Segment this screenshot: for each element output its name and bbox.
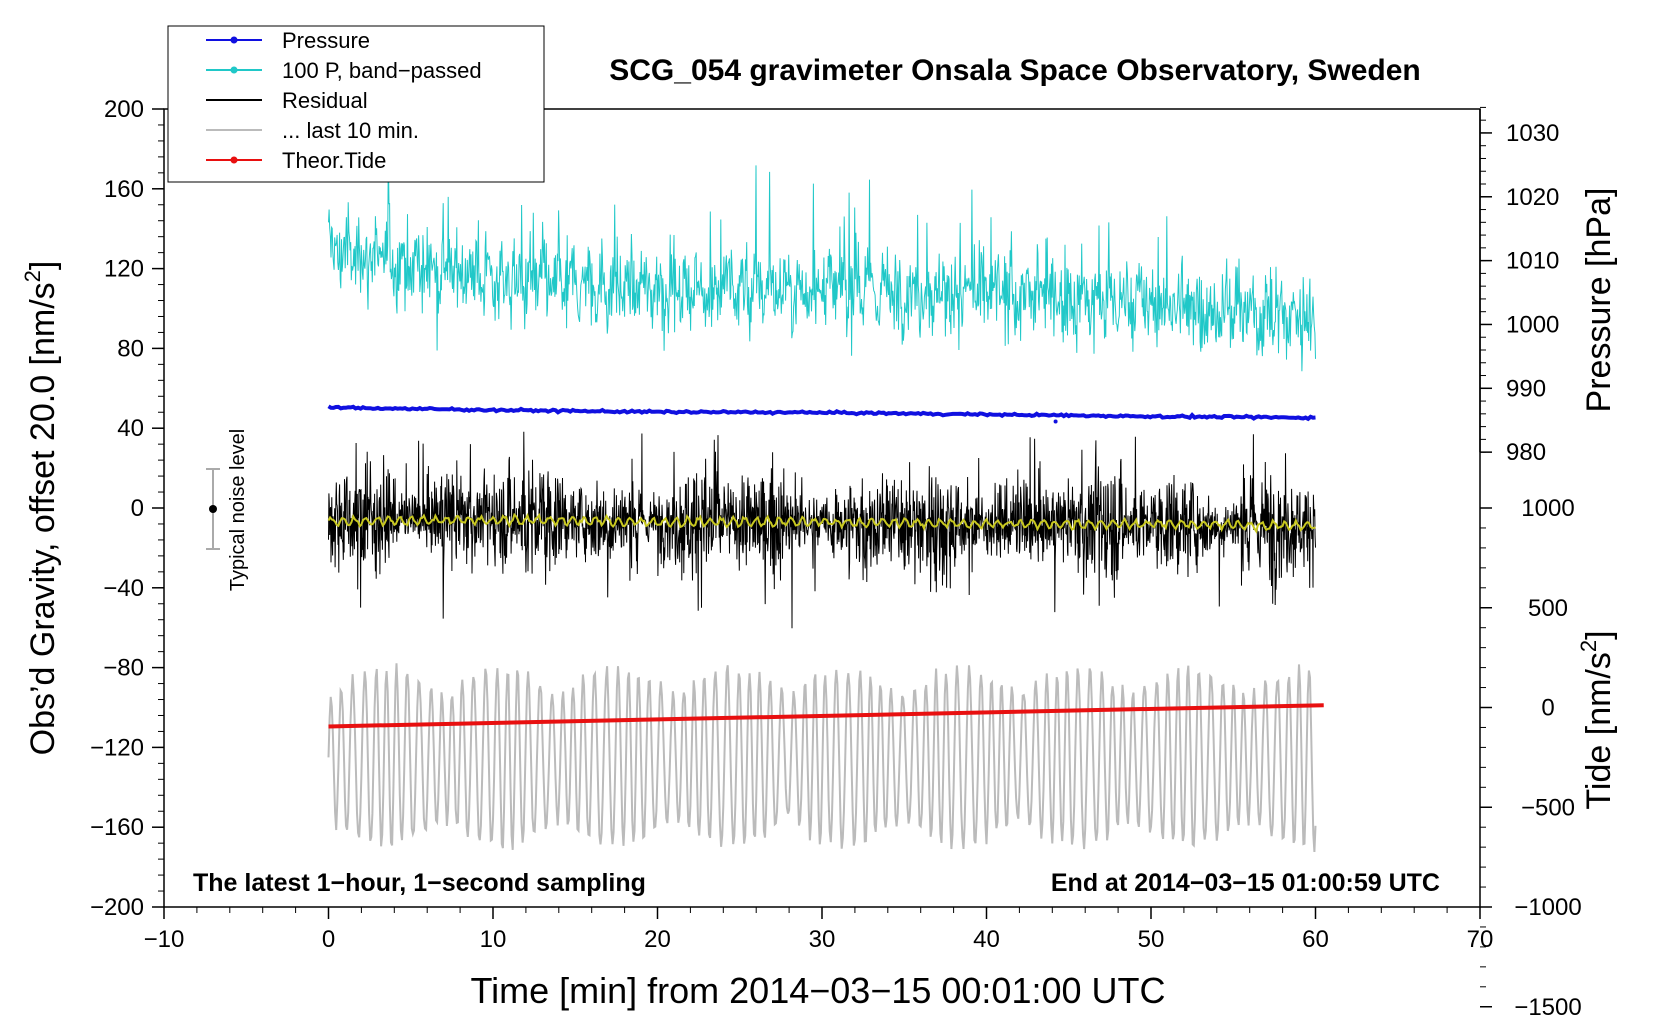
series-bandpassed-pressure: [328, 151, 1316, 372]
x-tick-label: −10: [144, 926, 185, 953]
tide-axis-title-sup: 2: [1576, 640, 1601, 652]
x-axis-title: Time [min] from 2014−03−15 00:01:00 UTC: [470, 970, 1165, 1011]
series-last-10-min: [327, 663, 1317, 853]
y-tick-label: 160: [104, 176, 144, 203]
legend-swatch-marker: [230, 156, 238, 164]
y-tick-label: −200: [90, 894, 144, 921]
series-layer: [327, 151, 1324, 853]
x-tick-label: 40: [973, 926, 1000, 953]
pressure-outlier: [1053, 419, 1058, 424]
legend-box: [167, 25, 545, 183]
annotation-bottom-left: The latest 1−hour, 1−second sampling: [193, 869, 646, 897]
legend-entry: ... last 10 min.: [206, 118, 419, 143]
y-tick-label: −80: [103, 655, 144, 682]
series-residual-smoothed: [327, 512, 1316, 534]
tide-tick-label: 0: [1541, 695, 1554, 722]
series-pressure: [327, 404, 1316, 422]
y-tick-label: 200: [104, 96, 144, 123]
axes-layer: −10 0 10 20 30 40 50 60 7020016012080400−40−80−1…: [90, 96, 1582, 1020]
legend-label: Residual: [282, 88, 368, 113]
legend-entry: Pressure: [206, 28, 370, 53]
legend-label: Pressure: [282, 28, 370, 53]
y-tick-label: −160: [90, 814, 144, 841]
x-tick-label: 60: [1302, 926, 1329, 953]
y-tick-label: 0: [131, 495, 144, 522]
noise-label: Typical noise level: [227, 429, 249, 591]
pressure-tick-label: 980: [1506, 439, 1546, 466]
tide-axis-title-main: Tide [nm/s: [1580, 652, 1618, 809]
pressure-tick-label: 990: [1506, 375, 1546, 402]
y-tick-label: −40: [103, 575, 144, 602]
legend-entry: Residual: [206, 88, 368, 113]
tide-tick-label: 500: [1528, 595, 1568, 622]
pressure-tick-label: 1000: [1506, 311, 1559, 338]
annotation-bottom-right: End at 2014−03−15 01:00:59 UTC: [1051, 869, 1440, 897]
left-axis-title-end: ]: [24, 261, 62, 270]
tide-axis-title-end: ]: [1580, 630, 1618, 639]
y-tick-label: 120: [104, 256, 144, 283]
pressure-tick-label: 1030: [1506, 120, 1559, 147]
legend-entry: Theor.Tide: [206, 148, 386, 173]
x-tick-label: 30: [809, 926, 836, 953]
x-tick-label: 0: [322, 926, 335, 953]
x-tick-label: 20: [644, 926, 671, 953]
tide-tick-label: −1000: [1514, 894, 1581, 921]
left-axis-title-sup: 2: [20, 270, 45, 282]
noise-point: [209, 505, 217, 513]
y-tick-label: 80: [117, 335, 144, 362]
series-theor-tide: [328, 703, 1324, 729]
tide-axis-title: Tide [nm/s2]: [1576, 630, 1618, 809]
legend-label: Theor.Tide: [282, 148, 386, 173]
legend-swatch-marker: [230, 66, 238, 74]
x-tick-label: 10: [480, 926, 507, 953]
left-axis-title-main: Obs’d Gravity, offset 20.0 [nm/s: [24, 282, 62, 755]
legend: Pressure 100 P, band−passed Residual ... la…: [167, 25, 545, 183]
tide-tick-label: −1500: [1514, 994, 1581, 1020]
chart-title: SCG_054 gravimeter Onsala Space Observat…: [609, 54, 1421, 87]
legend-label: ... last 10 min.: [282, 118, 419, 143]
tide-tick-label: −500: [1521, 794, 1575, 821]
x-tick-label: 70: [1467, 926, 1494, 953]
series-residual: [328, 431, 1316, 629]
y-tick-label: 40: [117, 415, 144, 442]
legend-entry: 100 P, band−passed: [206, 58, 482, 83]
left-axis-title: Obs’d Gravity, offset 20.0 [nm/s2]: [20, 261, 62, 756]
pressure-axis-title: Pressure [hPa]: [1580, 188, 1618, 413]
legend-label: 100 P, band−passed: [282, 58, 482, 83]
x-tick-label: 50: [1138, 926, 1165, 953]
y-tick-label: −120: [90, 734, 144, 761]
pressure-tick-label: 1010: [1506, 248, 1559, 275]
pressure-tick-label: 1020: [1506, 184, 1559, 211]
tide-tick-label: 1000: [1521, 495, 1574, 522]
noise-level-indicator: Typical noise level: [206, 429, 249, 591]
legend-swatch-marker: [230, 36, 238, 44]
